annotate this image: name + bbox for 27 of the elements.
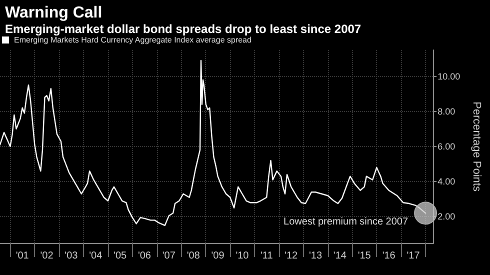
x-tick-label: '06 xyxy=(138,250,152,262)
y-tick-label: 8.00 xyxy=(438,106,456,116)
x-tick-label: '10 xyxy=(236,250,250,262)
x-tick-label: '07 xyxy=(162,250,176,262)
annotation: Lowest premium since 2007 xyxy=(284,216,408,228)
y-tick-label: 4.00 xyxy=(438,176,456,187)
y-tick-label: 10.00 xyxy=(438,71,460,82)
x-tick-label: '16 xyxy=(382,250,396,262)
x-tick-label: '01 xyxy=(16,250,30,262)
y-axis-title: Percentage Points xyxy=(470,102,482,192)
x-tick-label: '15 xyxy=(358,250,372,262)
y-tick-label: 6.00 xyxy=(438,142,456,152)
chart-subtitle: Emerging-market dollar bond spreads drop to least since 2007 xyxy=(5,22,362,36)
legend-label: Emerging Markets Hard Currency Aggregate Index average spread xyxy=(14,36,252,44)
x-tick-label: '09 xyxy=(211,250,225,262)
y-tick-label: 2.00 xyxy=(438,212,456,222)
x-tick-label: '03 xyxy=(64,250,78,262)
x-tick-label: '04 xyxy=(89,250,103,262)
x-tick-label: '14 xyxy=(333,250,347,262)
x-tick-label: '05 xyxy=(114,250,128,262)
x-tick-label: '12 xyxy=(284,250,298,262)
x-tick-label: '02 xyxy=(40,250,54,262)
x-tick-label: '08 xyxy=(186,250,200,262)
x-tick-label: '17 xyxy=(406,250,420,262)
x-tick-label: '11 xyxy=(260,250,274,262)
x-tick-label: '13 xyxy=(308,250,322,262)
chart-title: Warning Call xyxy=(5,4,102,22)
